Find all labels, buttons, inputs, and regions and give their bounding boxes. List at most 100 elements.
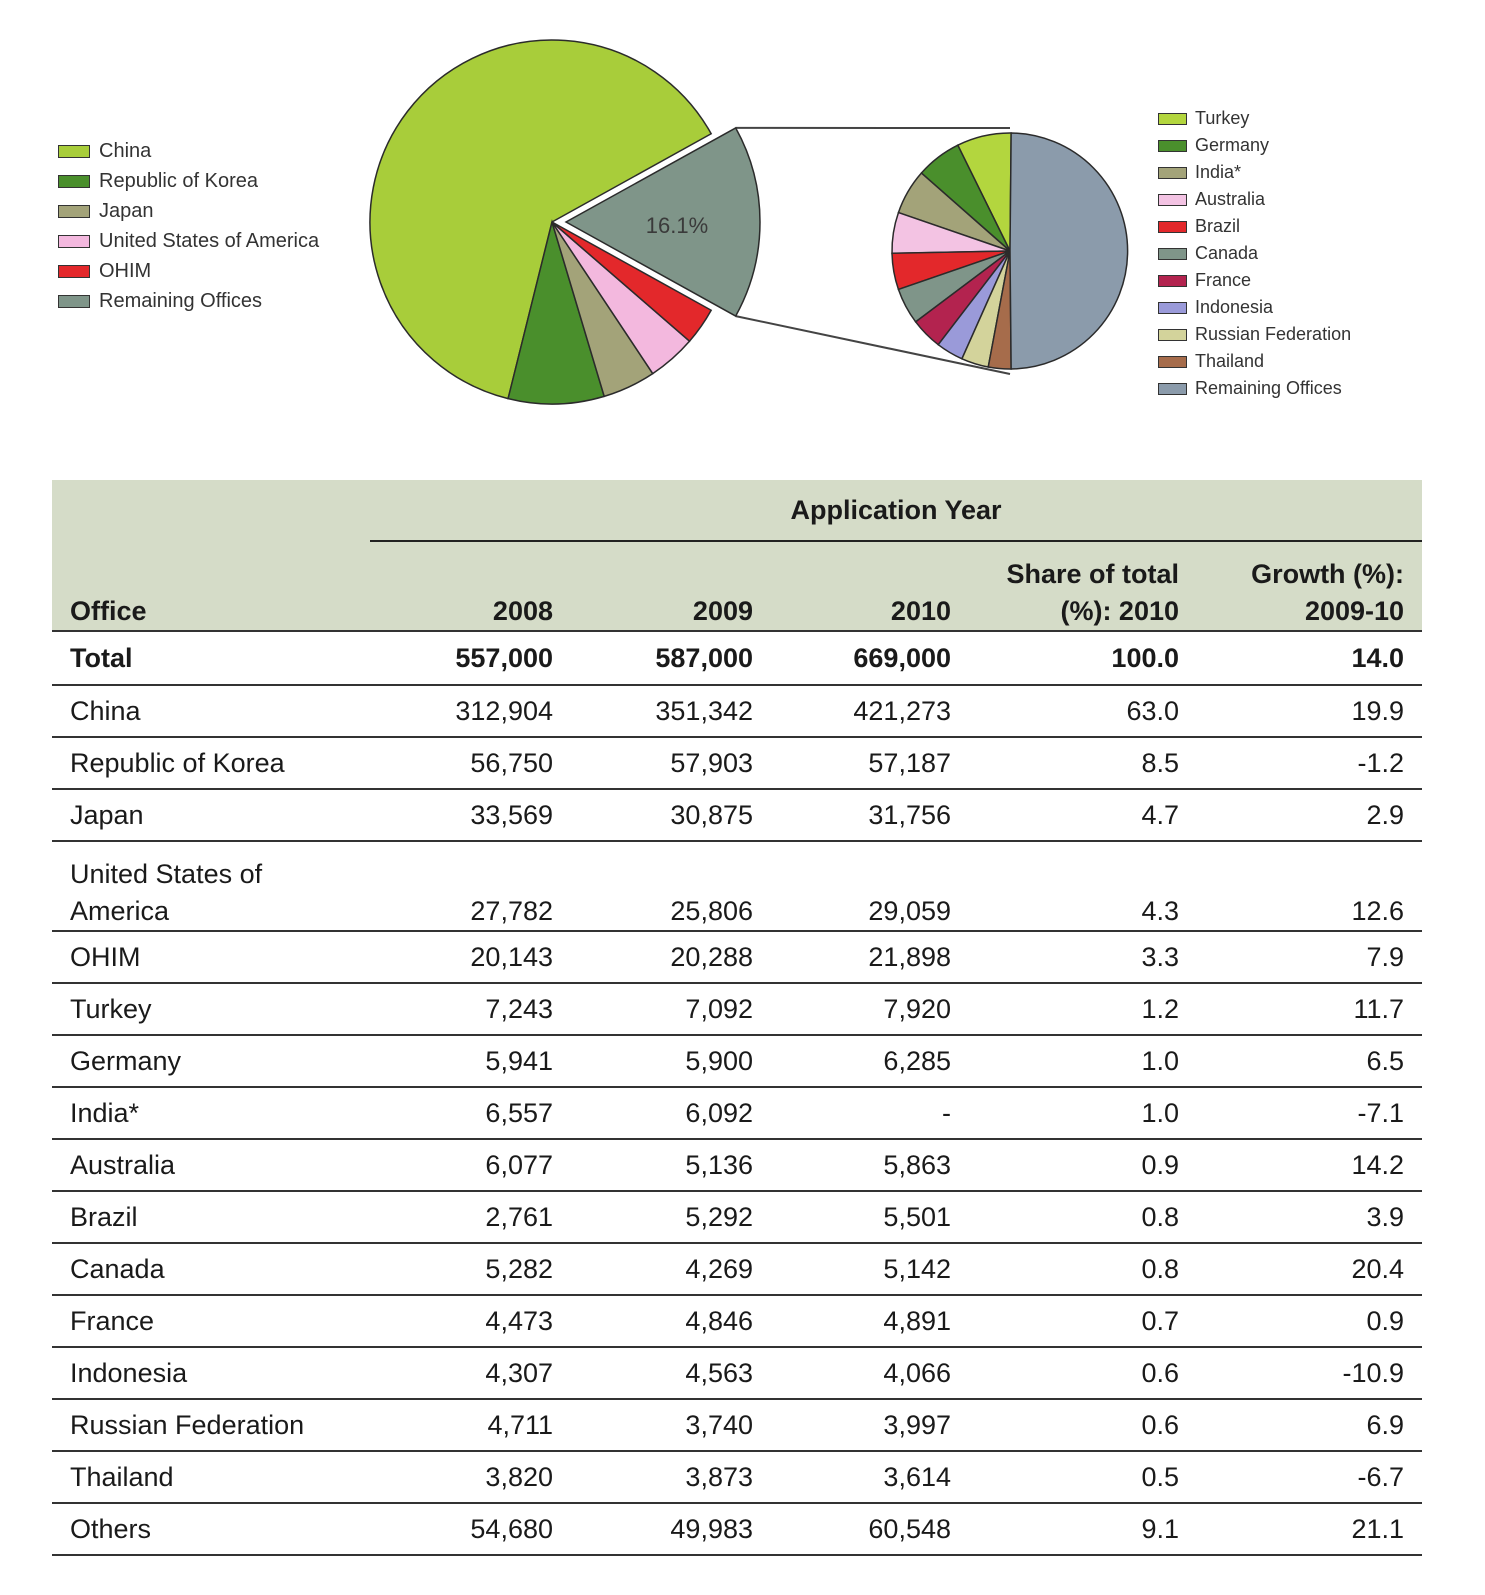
office-cell: Brazil (52, 1191, 370, 1244)
table-row: Japan 33,569 30,875 31,756 4.7 2.9 (52, 789, 1423, 842)
table-row: India* 6,557 6,092 - 1.0 -7.1 (52, 1087, 1423, 1140)
value-2008-cell: 4,307 (370, 1347, 571, 1400)
growth-cell: 3.9 (1197, 1191, 1423, 1244)
share-cell: 0.8 (969, 1191, 1197, 1244)
share-cell: 100.0 (969, 631, 1197, 686)
legend-swatch (58, 264, 90, 278)
share-cell: 1.2 (969, 983, 1197, 1036)
main-pie-legend: China Republic of Korea Japan United Sta… (58, 136, 319, 316)
value-2010-cell: 4,891 (771, 1295, 969, 1348)
legend-item-ohim: OHIM (58, 256, 319, 286)
office-cell: Turkey (52, 983, 370, 1036)
table-row: Germany 5,941 5,900 6,285 1.0 6.5 (52, 1035, 1423, 1088)
growth-cell: 6.9 (1197, 1399, 1423, 1452)
legend-swatch (1158, 355, 1187, 368)
pie-slice-ohim (551, 221, 713, 343)
share-header-line2: (%): 2010 (1060, 596, 1179, 626)
growth-cell: 11.7 (1197, 983, 1423, 1036)
office-cell: France (52, 1295, 370, 1348)
growth-cell: -7.1 (1197, 1087, 1423, 1140)
value-2010-cell: 21,898 (771, 931, 969, 984)
sub-pie (891, 132, 1129, 370)
value-2009-cell: 587,000 (571, 631, 771, 686)
office-column-header: Office (70, 596, 147, 626)
table-row: Canada 5,282 4,269 5,142 0.8 20.4 (52, 1243, 1423, 1296)
legend-label: Russian Federation (1195, 324, 1352, 344)
office-cell: China (52, 685, 370, 738)
value-2008-cell: 557,000 (370, 631, 571, 686)
legend-label: Turkey (1195, 108, 1250, 128)
year-2009-column-header: 2009 (692, 596, 753, 626)
legend-label: France (1195, 270, 1252, 290)
value-2008-cell: 4,473 (370, 1295, 571, 1348)
value-2008-cell: 6,557 (370, 1087, 571, 1140)
value-2008-cell: 2,761 (370, 1191, 571, 1244)
growth-cell: 14.0 (1197, 631, 1423, 686)
value-2008-cell: 312,904 (370, 685, 571, 738)
value-2008-cell: 6,077 (370, 1139, 571, 1192)
main-pie (369, 39, 761, 405)
legend-item-turkey: Turkey (1158, 105, 1351, 132)
share-cell: 0.9 (969, 1139, 1197, 1192)
value-2009-cell: 4,846 (571, 1295, 771, 1348)
value-2008-cell: 20,143 (370, 931, 571, 984)
application-year-header: Application Year (370, 480, 1423, 542)
office-cell: OHIM (52, 931, 370, 984)
table-row: Indonesia 4,307 4,563 4,066 0.6 -10.9 (52, 1347, 1423, 1400)
growth-cell: 20.4 (1197, 1243, 1423, 1296)
share-cell: 0.6 (969, 1399, 1197, 1452)
share-cell: 1.0 (969, 1087, 1197, 1140)
table-row: France 4,473 4,846 4,891 0.7 0.9 (52, 1295, 1423, 1348)
value-2010-cell: 5,142 (771, 1243, 969, 1296)
value-2010-cell: 6,285 (771, 1035, 969, 1088)
sub-pie-legend: Turkey Germany India* Australia Brazil C… (1158, 105, 1351, 402)
table-row: OHIM 20,143 20,288 21,898 3.3 7.9 (52, 931, 1423, 984)
legend-swatch (58, 234, 90, 248)
bar-of-pie-chart: 16.1% (369, 39, 1129, 405)
value-2009-cell: 5,136 (571, 1139, 771, 1192)
legend-item-japan: Japan (58, 196, 319, 226)
value-2010-cell: 5,501 (771, 1191, 969, 1244)
legend-item-russian-federation: Russian Federation (1158, 321, 1351, 348)
table-row: Australia 6,077 5,136 5,863 0.9 14.2 (52, 1139, 1423, 1192)
table-row-total: Total 557,000 587,000 669,000 100.0 14.0 (52, 631, 1423, 686)
legend-swatch (1158, 274, 1187, 287)
legend-item-australia: Australia (1158, 186, 1351, 213)
legend-item-india: India* (1158, 159, 1351, 186)
table-row: United States of America 27,782 25,806 29… (52, 841, 1423, 932)
share-cell: 0.7 (969, 1295, 1197, 1348)
growth-cell: 14.2 (1197, 1139, 1423, 1192)
legend-label: Japan (99, 199, 154, 222)
legend-label: Germany (1195, 135, 1270, 155)
value-2009-cell: 57,903 (571, 737, 771, 790)
share-cell: 4.7 (969, 789, 1197, 842)
legend-label: Brazil (1195, 216, 1241, 236)
office-cell: Russian Federation (52, 1399, 370, 1452)
office-cell: India* (52, 1087, 370, 1140)
legend-label: Remaining Offices (1195, 378, 1342, 398)
legend-label: Thailand (1195, 351, 1265, 371)
legend-item-canada: Canada (1158, 240, 1351, 267)
legend-item-france: France (1158, 267, 1351, 294)
value-2008-cell: 7,243 (370, 983, 571, 1036)
growth-cell: 19.9 (1197, 685, 1423, 738)
legend-swatch (58, 204, 90, 218)
legend-item-china: China (58, 136, 319, 166)
pie-slice-china (369, 39, 713, 400)
value-2008-cell: 33,569 (370, 789, 571, 842)
legend-swatch (1158, 301, 1187, 314)
legend-item-indonesia: Indonesia (1158, 294, 1351, 321)
year-2008-column-header: 2008 (492, 596, 553, 626)
share-cell: 4.3 (969, 841, 1197, 932)
legend-swatch (1158, 328, 1187, 341)
value-2010-cell: 5,863 (771, 1139, 969, 1192)
growth-column-header: Growth (%): 2009-10 (1197, 541, 1422, 631)
value-2009-cell: 25,806 (571, 841, 771, 932)
office-cell: Others (52, 1503, 370, 1556)
legend-swatch (1158, 382, 1187, 395)
legend-item-thailand: Thailand (1158, 348, 1351, 375)
sub-pie-slice-remaining-offices (1009, 132, 1129, 370)
legend-item-united-states: United States of America (58, 226, 319, 256)
value-2009-cell: 5,292 (571, 1191, 771, 1244)
value-2008-cell: 54,680 (370, 1503, 571, 1556)
